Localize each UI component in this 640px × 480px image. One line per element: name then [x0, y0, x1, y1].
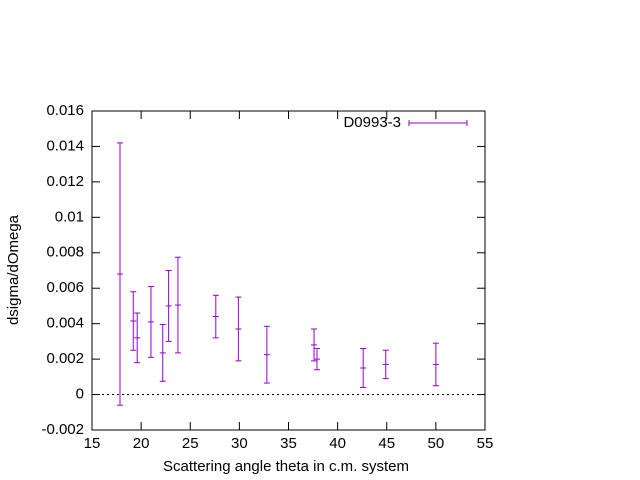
y-tick-label: 0.002 — [46, 350, 84, 367]
plot-frame — [91, 110, 486, 431]
y-tick-label: 0.016 — [46, 102, 84, 119]
error-bar — [174, 256, 181, 354]
y-axis-label: dsigma/dOmega — [5, 214, 22, 325]
x-tick-label: 55 — [477, 435, 494, 452]
y-tick-label: 0.008 — [46, 244, 84, 261]
y-tick-label: 0 — [76, 386, 84, 403]
error-bar — [311, 328, 318, 362]
error-bar — [212, 294, 219, 339]
y-tick-label: 0.006 — [46, 279, 84, 296]
error-bar — [313, 347, 320, 371]
error-bar — [382, 349, 389, 380]
x-tick-label: 30 — [231, 435, 248, 452]
x-tick-label: 35 — [280, 435, 297, 452]
error-bar — [147, 285, 154, 358]
x-axis-label: Scattering angle theta in c.m. system — [163, 458, 409, 475]
error-bar — [432, 342, 439, 387]
error-bar — [134, 312, 141, 364]
y-tick-label: 0.014 — [46, 137, 84, 154]
x-tick-label: 15 — [84, 435, 101, 452]
y-tick-label: -0.002 — [41, 421, 84, 438]
y-tick-label: 0.012 — [46, 173, 84, 190]
x-tick-label: 50 — [428, 435, 445, 452]
error-bar — [130, 291, 137, 351]
error-bar — [165, 270, 172, 342]
x-tick-label: 20 — [133, 435, 150, 452]
error-bar — [360, 347, 367, 388]
legend-label: D0993-3 — [343, 114, 401, 131]
error-bar — [117, 142, 124, 406]
y-tick-label: 0.01 — [55, 208, 84, 225]
error-bar — [235, 296, 242, 362]
error-bar — [159, 324, 166, 382]
x-tick-label: 40 — [329, 435, 346, 452]
error-bar — [263, 325, 270, 384]
x-tick-label: 45 — [378, 435, 395, 452]
x-tick-label: 25 — [182, 435, 199, 452]
y-tick-label: 0.004 — [46, 315, 84, 332]
